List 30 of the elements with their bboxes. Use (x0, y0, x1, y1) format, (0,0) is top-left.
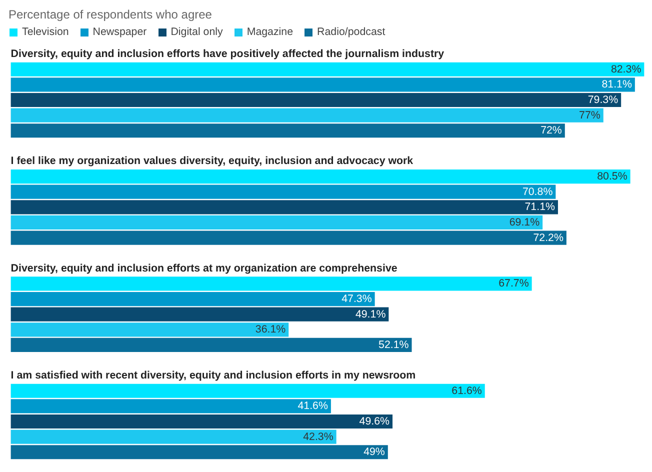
data-label: 36.1% (255, 324, 286, 336)
data-label: 81.1% (602, 78, 632, 91)
legend-label: Magazine (246, 26, 294, 38)
y-tick-label: I feel like my organization values diversity, equity, inclusion and advocacy work (10, 155, 414, 168)
data-label: 82.3% (610, 63, 642, 76)
data-label: 61.6% (452, 384, 482, 397)
data-label: 42.3% (303, 430, 334, 443)
legend-label: Radio/podcast (317, 26, 386, 38)
data-label: 67.7% (498, 278, 530, 290)
data-label: 47.3% (342, 293, 372, 306)
data-label: 79.3% (588, 94, 619, 106)
legend-label: Television (22, 26, 69, 38)
data-label: 71.1% (524, 201, 556, 214)
data-label: 72.2% (533, 232, 564, 244)
legend-label: Newspaper (92, 26, 147, 38)
y-tick-label: Diversity, equity and inclusion efforts at my organization are comprehensive (10, 262, 398, 274)
data-label: 77% (579, 109, 601, 122)
data-label: 80.5% (597, 170, 628, 183)
y-tick-label: Diversity, equity and inclusion efforts have positively affected the journalism industry (10, 48, 444, 60)
data-label: 69.1% (509, 216, 540, 228)
data-label: 49.1% (355, 308, 386, 320)
data-label: 72% (540, 124, 562, 137)
data-label: 41.6% (298, 400, 328, 412)
data-label: 70.8% (522, 186, 554, 198)
data-label: 49% (364, 446, 386, 458)
data-label: 49.6% (359, 416, 390, 428)
legend-label: Digital only (170, 26, 223, 38)
chart-subtitle: Percentage of respondents who agree (8, 8, 212, 22)
y-tick-label: I am satisfied with recent diversity, equity and inclusion efforts in my newsroom (10, 370, 416, 382)
data-label: 52.1% (378, 338, 410, 351)
